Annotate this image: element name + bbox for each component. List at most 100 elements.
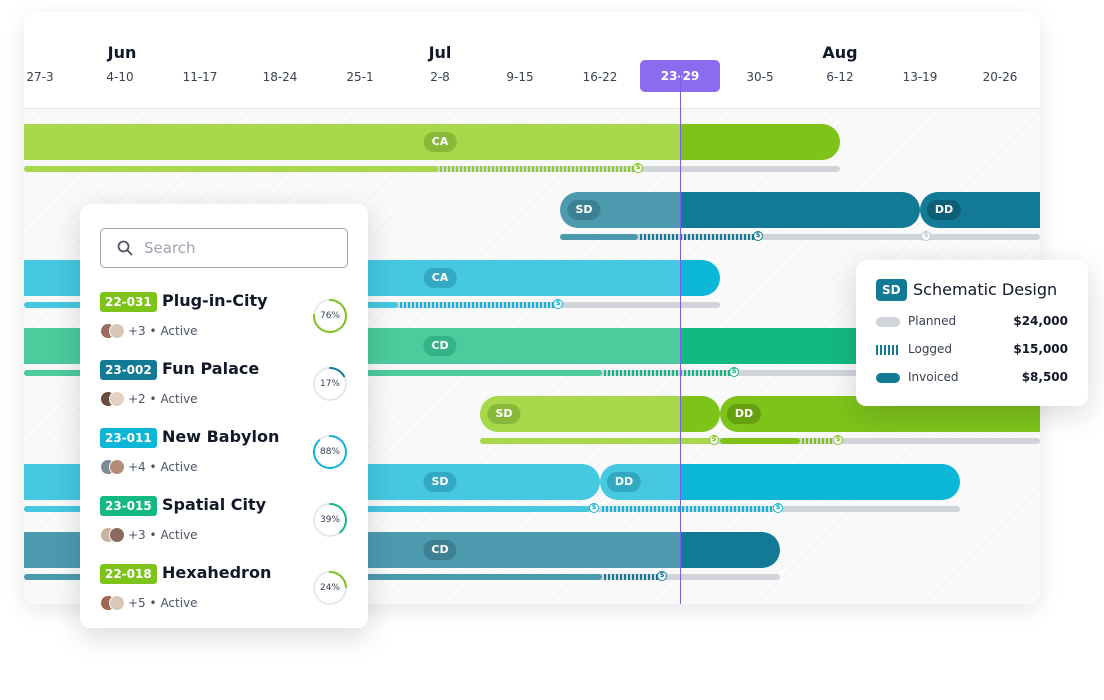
project-item[interactable]: 23-011 New Babylon +4 • Active 88% — [100, 427, 352, 488]
avatar — [109, 391, 125, 407]
week-label[interactable]: 25-1 — [346, 70, 374, 84]
logged-segment — [400, 302, 556, 308]
phase-label: SD — [487, 404, 521, 424]
budget-track: $ — [24, 163, 840, 173]
week-label[interactable]: 16-22 — [582, 70, 618, 84]
avatar-stack — [100, 391, 126, 407]
logged-segment — [440, 166, 636, 172]
project-item[interactable]: 22-031 Plug-in-City +3 • Active 76% — [100, 291, 352, 352]
timeline-header: Jun Jul Aug 27-3 4-10 11-17 18-24 25-1 2… — [24, 12, 1040, 109]
project-meta: +2 • Active — [128, 392, 198, 406]
phase-label: DD — [606, 472, 642, 492]
logged-segment — [602, 506, 774, 512]
avatar — [109, 323, 125, 339]
project-item[interactable]: 22-018 Hexahedron +5 • Active 24% — [100, 563, 352, 624]
project-item[interactable]: 23-002 Fun Palace +2 • Active 17% — [100, 359, 352, 420]
search-icon — [117, 240, 133, 256]
phase-title: Schematic Design — [913, 280, 1058, 299]
phase-label: CD — [423, 336, 457, 356]
budget-track: $ $ — [480, 435, 1040, 445]
logged-segment — [802, 438, 834, 444]
project-item[interactable]: 23-015 Spatial City +3 • Active 39% — [100, 495, 352, 556]
week-label[interactable]: 4-10 — [106, 70, 134, 84]
invoice-coin-icon[interactable]: $ — [729, 367, 739, 377]
logged-segment — [640, 234, 756, 240]
legend-row-logged: Logged $15,000 — [876, 341, 1068, 359]
invoiced-segment — [560, 234, 638, 240]
project-code: 23-015 — [100, 496, 157, 516]
project-name: Fun Palace — [162, 359, 260, 378]
phase-label: CD — [423, 540, 457, 560]
month-label-jun: Jun — [107, 43, 137, 62]
projects-panel: Search 22-031 Plug-in-City +3 • Active 7… — [80, 204, 368, 628]
avatar-stack — [100, 527, 126, 543]
invoice-coin-icon[interactable]: $ — [773, 503, 783, 513]
invoice-coin-icon[interactable]: $ — [921, 231, 931, 241]
avatar-stack — [100, 459, 126, 475]
phase-label: DD — [726, 404, 762, 424]
avatar — [109, 527, 125, 543]
phase-label: DD — [926, 200, 962, 220]
week-label[interactable]: 11-17 — [182, 70, 218, 84]
planned-swatch — [876, 317, 900, 327]
project-name: Spatial City — [162, 495, 267, 514]
week-label[interactable]: 30-5 — [746, 70, 774, 84]
week-label[interactable]: 2-8 — [430, 70, 450, 84]
logged-segment — [604, 370, 730, 376]
phase-bar-sd[interactable]: SD — [480, 396, 720, 432]
invoice-coin-icon[interactable]: $ — [553, 299, 563, 309]
phase-label: CA — [423, 268, 457, 288]
legend-row-planned: Planned $24,000 — [876, 313, 1068, 331]
project-name: New Babylon — [162, 427, 280, 446]
legend-row-invoiced: Invoiced $8,500 — [876, 369, 1068, 387]
project-name: Hexahedron — [162, 563, 272, 582]
project-name: Plug-in-City — [162, 291, 268, 310]
invoice-coin-icon[interactable]: $ — [589, 503, 599, 513]
logged-swatch — [876, 345, 900, 355]
week-label[interactable]: 20-26 — [982, 70, 1018, 84]
invoice-coin-icon[interactable]: $ — [657, 571, 667, 581]
progress-ring: 88% — [312, 434, 348, 470]
invoiced-segment — [720, 438, 800, 444]
avatar — [109, 595, 125, 611]
phase-label: CA — [423, 132, 457, 152]
invoice-coin-icon[interactable]: $ — [633, 163, 643, 173]
search-placeholder: Search — [144, 239, 196, 257]
week-label[interactable]: 6-12 — [826, 70, 854, 84]
project-code: 22-031 — [100, 292, 157, 312]
avatar — [109, 459, 125, 475]
project-code: 23-002 — [100, 360, 157, 380]
phase-bar-dd[interactable]: DD — [920, 192, 1040, 228]
project-meta: +4 • Active — [128, 460, 198, 474]
phase-label: SD — [567, 200, 601, 220]
week-label[interactable]: 27-3 — [26, 70, 54, 84]
phase-label: SD — [423, 472, 457, 492]
invoiced-swatch — [876, 373, 900, 383]
phase-bar-sd[interactable]: SD — [560, 192, 920, 228]
progress-ring: 76% — [312, 298, 348, 334]
month-label-jul: Jul — [428, 43, 452, 62]
invoice-coin-icon[interactable]: $ — [833, 435, 843, 445]
month-label-aug: Aug — [822, 43, 858, 62]
phase-legend-popover: SD Schematic Design Planned $24,000 Logg… — [856, 260, 1088, 406]
avatar-stack — [100, 323, 126, 339]
invoice-coin-icon[interactable]: $ — [753, 231, 763, 241]
project-meta: +5 • Active — [128, 596, 198, 610]
week-label[interactable]: 13-19 — [902, 70, 938, 84]
invoice-coin-icon[interactable]: $ — [709, 435, 719, 445]
phase-bar-dd[interactable]: DD — [600, 464, 960, 500]
progress-ring: 24% — [312, 570, 348, 606]
search-input[interactable]: Search — [100, 228, 348, 268]
progress-ring: 39% — [312, 502, 348, 538]
project-code: 22-018 — [100, 564, 157, 584]
invoiced-segment — [480, 438, 712, 444]
phase-code-badge: SD — [876, 279, 907, 301]
week-label[interactable]: 18-24 — [262, 70, 298, 84]
project-meta: +3 • Active — [128, 324, 198, 338]
phase-bar-ca[interactable]: CA — [24, 124, 840, 160]
week-label[interactable]: 9-15 — [506, 70, 534, 84]
project-code: 23-011 — [100, 428, 157, 448]
logged-segment — [604, 574, 658, 580]
budget-track: $ $ — [560, 231, 1040, 241]
avatar-stack — [100, 595, 126, 611]
